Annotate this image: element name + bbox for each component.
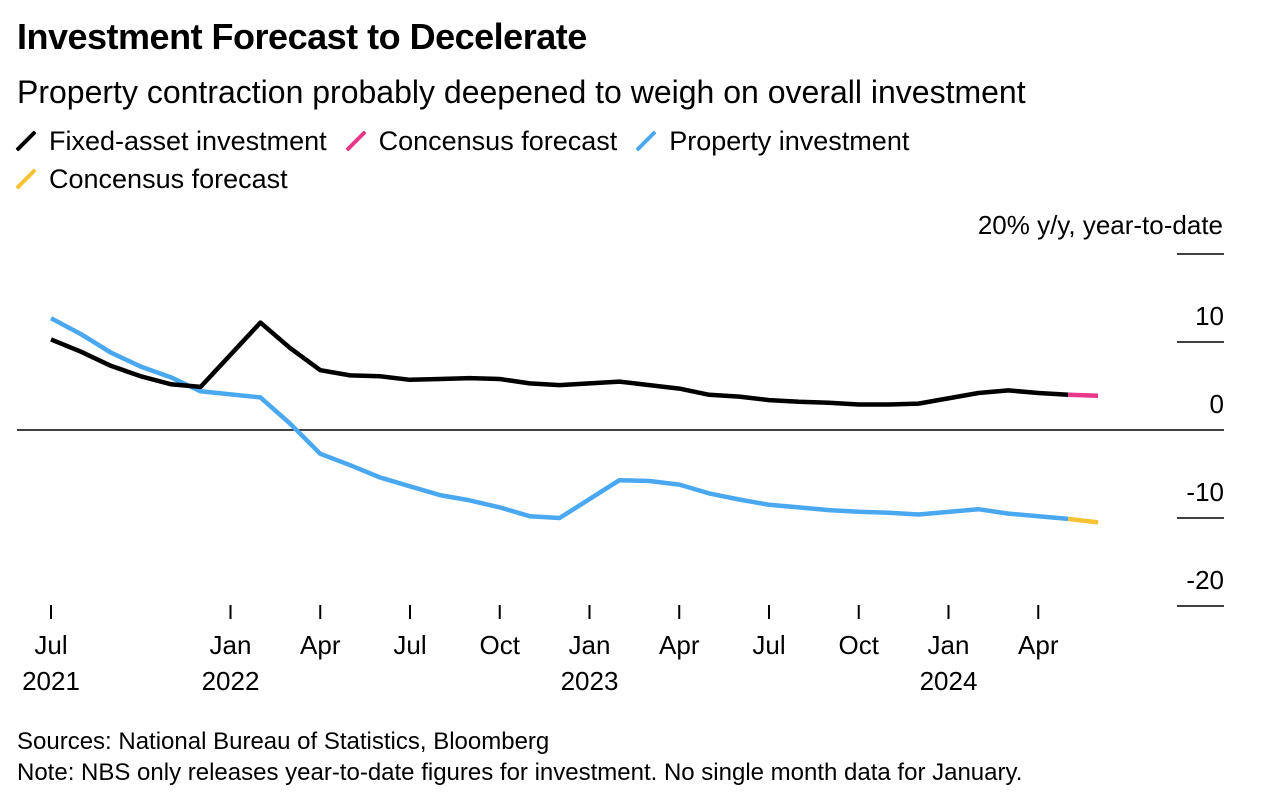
chart-subtitle: Property contraction probably deepened t… [17, 74, 1026, 110]
y-tick-label: 0 [1210, 389, 1224, 419]
series-line [1068, 392, 1099, 398]
y-tick-label: 10 [1195, 301, 1224, 331]
chart-title: Investment Forecast to Decelerate [17, 16, 587, 57]
x-tick-label: Jul [34, 630, 67, 660]
sources-text: Sources: National Bureau of Statistics, … [17, 728, 550, 755]
x-tick-label: Jan [210, 630, 252, 660]
series-line [50, 320, 1069, 407]
legend-item: Concensus forecast [347, 126, 618, 156]
legend-item: Property investment [637, 126, 909, 156]
legend-label: Property investment [669, 125, 910, 156]
note-text: Note: NBS only releases year-to-date fig… [17, 759, 1023, 786]
x-tick-label: Oct [839, 630, 880, 660]
legend: Fixed-asset investment Concensus forecast… [17, 126, 1117, 194]
x-tick-label: Jan [928, 630, 970, 660]
x-tick-label: Jul [752, 630, 785, 660]
legend-label: Concensus forecast [49, 163, 288, 194]
x-tick-year-label: 2024 [920, 666, 978, 696]
x-tick-year-label: 2022 [202, 666, 260, 696]
x-tick-label: Apr [1018, 630, 1059, 660]
x-tick-label: Oct [480, 630, 521, 660]
legend-label: Fixed-asset investment [49, 125, 327, 156]
series-line [1067, 516, 1099, 525]
series-line [49, 316, 1069, 522]
line-chart: 10 0 -10 -20 Jul 2021 Jan 2022 Apr Jul Oct Jan 2023 A… [17, 253, 1224, 696]
y-tick-label: -20 [1186, 565, 1224, 595]
x-tick-label: Apr [300, 630, 341, 660]
x-tick-year-label: 2023 [561, 666, 619, 696]
x-tick-year-label: 2021 [22, 666, 80, 696]
legend-item: Fixed-asset investment [17, 126, 327, 156]
footer: Sources: National Bureau of Statistics, … [17, 726, 1022, 788]
x-tick-label: Jul [393, 630, 426, 660]
x-tick-label: Apr [659, 630, 700, 660]
legend-item: Concensus forecast [17, 164, 1097, 194]
legend-label: Concensus forecast [378, 125, 618, 156]
x-tick-label: Jan [569, 630, 611, 660]
y-tick-label: -10 [1186, 477, 1224, 507]
y-axis-unit-label: 20% y/y, year-to-date [977, 210, 1223, 240]
